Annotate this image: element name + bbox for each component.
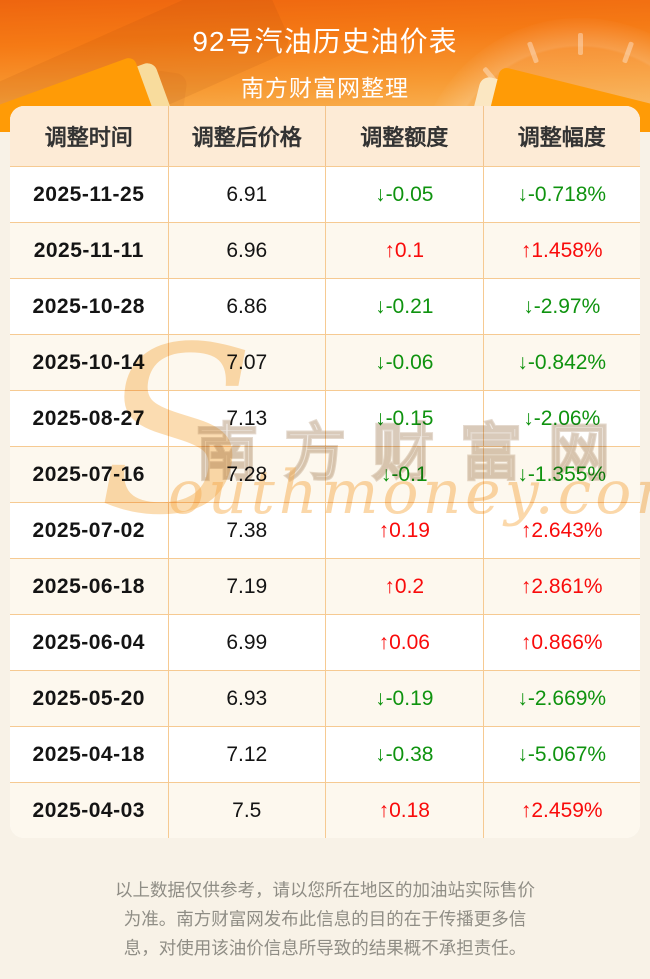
cell-amount: ↓-0.21 bbox=[325, 279, 483, 334]
cell-date: 2025-06-04 bbox=[32, 630, 145, 654]
cell-pct: ↓-5.067% bbox=[482, 727, 641, 782]
cell-date: 2025-04-03 bbox=[32, 798, 145, 822]
table-header-row: 调整时间 调整后价格 调整额度 调整幅度 bbox=[10, 106, 640, 166]
column-header-price: 调整后价格 bbox=[167, 106, 326, 166]
cell-price: 7.28 bbox=[167, 447, 326, 502]
cell-amount: ↓-0.06 bbox=[325, 335, 483, 390]
table-row: 2025-06-18 7.19 ↑0.2 ↑2.861% bbox=[10, 558, 640, 614]
cell-date: 2025-08-27 bbox=[32, 406, 145, 430]
table-row: 2025-11-11 6.96 ↑0.1 ↑1.458% bbox=[10, 222, 640, 278]
page-title: 92号汽油历史油价表 bbox=[192, 26, 458, 57]
cell-price: 7.13 bbox=[167, 391, 326, 446]
cell-price: 7.07 bbox=[167, 335, 326, 390]
cell-amount: ↑0.18 bbox=[325, 783, 483, 838]
table-body: 2025-11-25 6.91 ↓-0.05 ↓-0.718% 2025-11-11 6.… bbox=[10, 166, 640, 838]
cell-pct: ↑0.866% bbox=[482, 615, 641, 670]
cell-pct: ↑2.643% bbox=[482, 503, 641, 558]
cell-amount: ↑0.1 bbox=[325, 223, 483, 278]
table-row: 2025-10-14 7.07 ↓-0.06 ↓-0.842% bbox=[10, 334, 640, 390]
cell-date: 2025-10-14 bbox=[32, 350, 145, 374]
cell-amount: ↓-0.19 bbox=[325, 671, 483, 726]
cell-date: 2025-04-18 bbox=[32, 742, 145, 766]
cell-date: 2025-10-28 bbox=[32, 294, 145, 318]
cell-date: 2025-07-16 bbox=[32, 462, 145, 486]
cell-pct: ↓-2.97% bbox=[482, 279, 641, 334]
table-row: 2025-10-28 6.86 ↓-0.21 ↓-2.97% bbox=[10, 278, 640, 334]
column-header-date: 调整时间 bbox=[44, 125, 133, 150]
cell-price: 6.93 bbox=[167, 671, 326, 726]
cell-price: 7.5 bbox=[167, 783, 326, 838]
cell-date: 2025-11-25 bbox=[33, 182, 145, 206]
cell-date: 2025-06-18 bbox=[32, 574, 145, 598]
column-header-amount: 调整额度 bbox=[325, 106, 483, 166]
table-row: 2025-07-16 7.28 ↓-0.1 ↓-1.355% bbox=[10, 446, 640, 502]
cell-pct: ↓-2.06% bbox=[482, 391, 641, 446]
cell-pct: ↑1.458% bbox=[482, 223, 641, 278]
cell-price: 7.19 bbox=[167, 559, 326, 614]
disclaimer-text: 以上数据仅供参考，请以您所在地区的加油站实际售价 为准。南方财富网发布此信息的目… bbox=[37, 876, 613, 963]
cell-amount: ↓-0.38 bbox=[325, 727, 483, 782]
table-row: 2025-04-03 7.5 ↑0.18 ↑2.459% bbox=[10, 782, 640, 838]
cell-pct: ↓-0.842% bbox=[482, 335, 641, 390]
cell-price: 6.86 bbox=[167, 279, 326, 334]
disclaimer-line: 以上数据仅供参考，请以您所在地区的加油站实际售价 bbox=[115, 880, 535, 900]
table-row: 2025-07-02 7.38 ↑0.19 ↑2.643% bbox=[10, 502, 640, 558]
table-row: 2025-05-20 6.93 ↓-0.19 ↓-2.669% bbox=[10, 670, 640, 726]
cell-pct: ↓-2.669% bbox=[482, 671, 641, 726]
cell-pct: ↓-1.355% bbox=[482, 447, 641, 502]
cell-amount: ↓-0.05 bbox=[325, 167, 483, 222]
cell-amount: ↑0.06 bbox=[325, 615, 483, 670]
cell-price: 7.38 bbox=[167, 503, 326, 558]
gauge-tick bbox=[578, 33, 583, 132]
cell-pct: ↓-0.718% bbox=[482, 167, 641, 222]
cell-price: 7.12 bbox=[167, 727, 326, 782]
header-banner: F 92号汽油历史油价表 南方财富网整理 bbox=[0, 0, 650, 132]
disclaimer-line: 息，对使用该油价信息所导致的结果概不承担责任。 bbox=[123, 938, 527, 958]
cell-amount: ↓-0.1 bbox=[325, 447, 483, 502]
cell-price: 6.91 bbox=[167, 167, 326, 222]
cell-amount: ↓-0.15 bbox=[325, 391, 483, 446]
disclaimer-line: 为准。南方财富网发布此信息的目的在于传播更多信 bbox=[123, 909, 527, 929]
cell-date: 2025-05-20 bbox=[32, 686, 145, 710]
price-table: 调整时间 调整后价格 调整额度 调整幅度 2025-11-25 6.91 ↓-0.0… bbox=[10, 106, 640, 838]
cell-amount: ↑0.19 bbox=[325, 503, 483, 558]
column-header-pct: 调整幅度 bbox=[482, 106, 641, 166]
cell-price: 6.96 bbox=[167, 223, 326, 278]
table-row: 2025-06-04 6.99 ↑0.06 ↑0.866% bbox=[10, 614, 640, 670]
cell-date: 2025-07-02 bbox=[32, 518, 145, 542]
cell-price: 6.99 bbox=[167, 615, 326, 670]
cell-pct: ↑2.861% bbox=[482, 559, 641, 614]
cell-date: 2025-11-11 bbox=[33, 238, 144, 262]
table-row: 2025-08-27 7.13 ↓-0.15 ↓-2.06% bbox=[10, 390, 640, 446]
cell-pct: ↑2.459% bbox=[482, 783, 641, 838]
table-row: 2025-04-18 7.12 ↓-0.38 ↓-5.067% bbox=[10, 726, 640, 782]
page-subtitle: 南方财富网整理 bbox=[241, 75, 409, 101]
cell-amount: ↑0.2 bbox=[325, 559, 483, 614]
table-row: 2025-11-25 6.91 ↓-0.05 ↓-0.718% bbox=[10, 166, 640, 222]
